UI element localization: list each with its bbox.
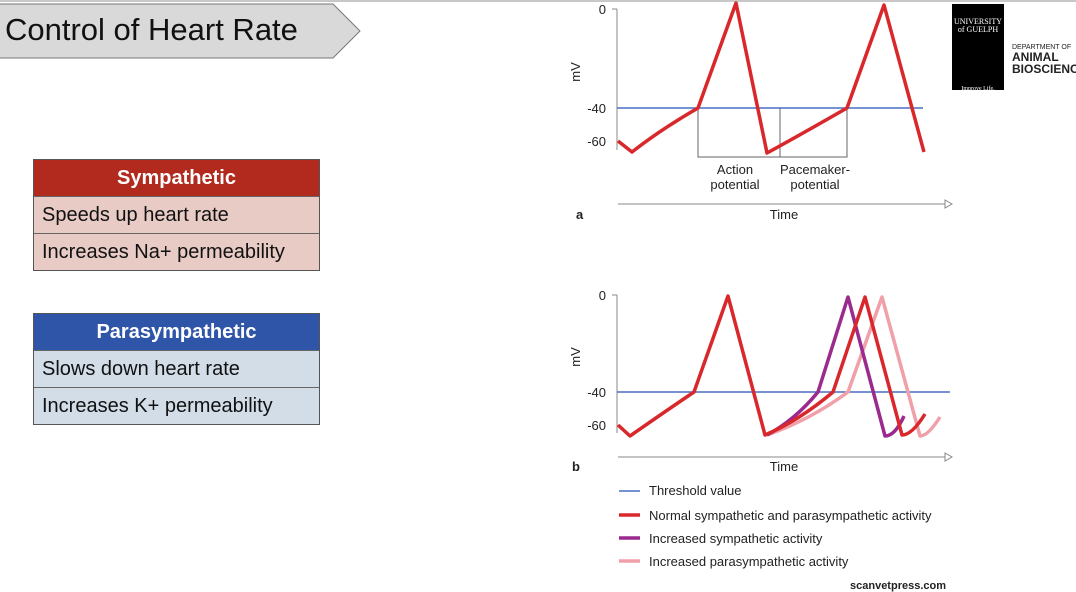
bracket <box>697 108 848 158</box>
top-border <box>0 0 1076 2</box>
ytick-a: -60 <box>587 134 606 149</box>
ytick-a: 0 <box>599 2 606 17</box>
title-banner <box>0 3 361 59</box>
ytick-a: -40 <box>587 101 606 116</box>
table-row: Increases K+ permeability <box>34 387 319 424</box>
legend-label: Increased sympathetic activity <box>649 531 823 546</box>
table-row: Speeds up heart rate <box>34 196 319 233</box>
parasympathetic-table: Parasympathetic Slows down heart rate In… <box>33 313 320 425</box>
legend-label: Normal sympathetic and parasympathetic a… <box>649 508 932 523</box>
normal-curve-b <box>616 294 927 438</box>
sympathetic-table: Sympathetic Speeds up heart rate Increas… <box>33 159 320 271</box>
ylabel-b: mV <box>568 347 583 367</box>
panel-label-b: b <box>572 459 580 474</box>
bracket-label: Action <box>717 162 753 177</box>
legend-label: Threshold value <box>649 483 742 498</box>
parasympathetic-header: Parasympathetic <box>34 314 319 350</box>
university-logo: UNIVERSITY of GUELPH Improve Life. <box>952 4 1004 92</box>
ytick-b: 0 <box>599 288 606 303</box>
sympathetic-header: Sympathetic <box>34 160 319 196</box>
table-row: Increases Na+ permeability <box>34 233 319 270</box>
parasympathetic-curve <box>766 295 942 438</box>
panel-label-a: a <box>576 207 584 222</box>
department-logo: DEPARTMENT OFANIMALBIOSCIENCE <box>1012 44 1076 76</box>
ytick-b: -60 <box>587 418 606 433</box>
bracket-label: Pacemaker- <box>780 162 850 177</box>
normal-curve-a <box>616 1 926 155</box>
bracket-label: potential <box>710 177 759 192</box>
legend-label: Increased parasympathetic activity <box>649 554 849 569</box>
xlabel-a: Time <box>770 207 798 222</box>
ylabel-a: mV <box>568 62 583 82</box>
bracket-label: potential <box>790 177 839 192</box>
credit: scanvetpress.com <box>850 580 946 592</box>
page-title: Control of Heart Rate <box>5 12 298 47</box>
table-row: Slows down heart rate <box>34 350 319 387</box>
ytick-b: -40 <box>587 385 606 400</box>
xlabel-b: Time <box>770 459 798 474</box>
